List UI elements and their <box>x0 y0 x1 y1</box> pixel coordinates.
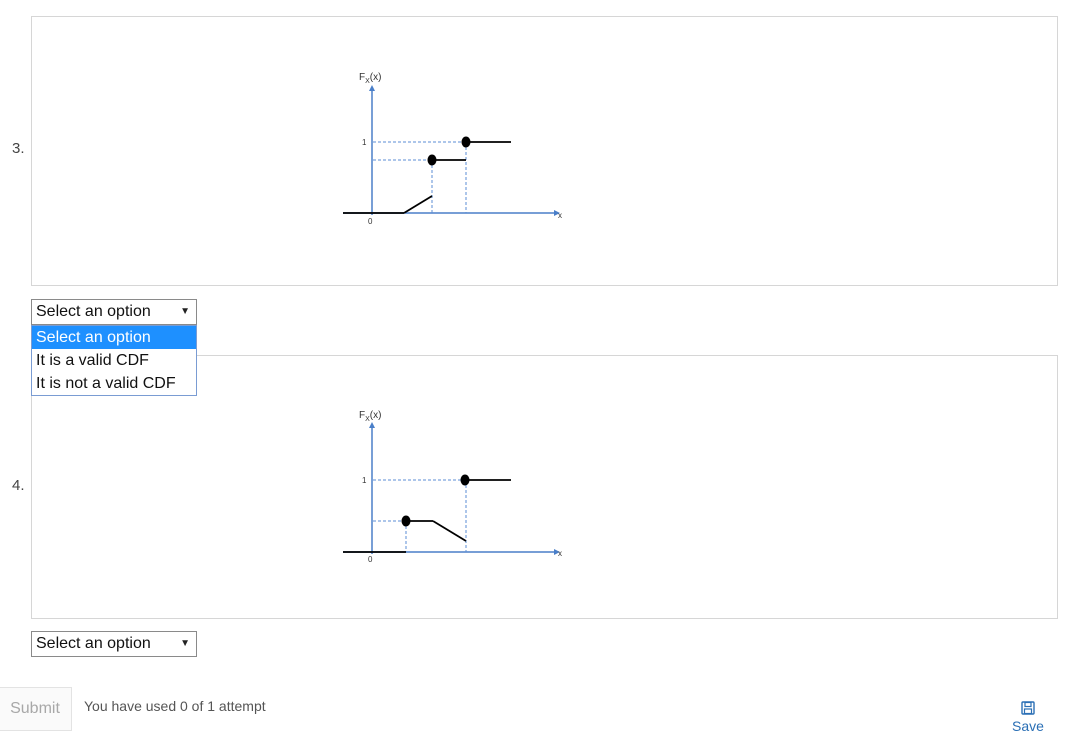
triangle-down-icon: ▼ <box>180 638 190 649</box>
save-button[interactable]: Save <box>1008 700 1048 734</box>
y-axis-arrow-icon <box>369 85 375 91</box>
answer-select-4[interactable]: Select an option ▼ <box>31 631 197 657</box>
cdf-point <box>461 136 471 148</box>
question-3-image: FX(x) 1 0 x <box>31 16 1058 286</box>
answer-dropdown-3[interactable]: Select an option It is a valid CDF It is… <box>31 325 197 396</box>
x-axis-arrow-icon <box>554 549 560 555</box>
dropdown-option[interactable]: It is not a valid CDF <box>36 375 176 392</box>
y-tick-one: 1 <box>362 138 367 147</box>
cdf-point <box>401 515 411 527</box>
cdf-graph-3: FX(x) 1 0 x <box>343 72 562 226</box>
floppy-disk-icon <box>1021 701 1035 715</box>
cdf-segment <box>403 195 433 214</box>
cdf-graph-4: FX(x) 1 0 x <box>343 410 562 564</box>
x-axis-label: x <box>558 211 562 220</box>
question-number: 4. <box>12 477 25 494</box>
cdf-segment <box>432 520 467 542</box>
select-value: Select an option <box>36 635 151 652</box>
select-value: Select an option <box>36 303 151 320</box>
y-axis-label: FX(x) <box>359 410 381 423</box>
y-axis-label: FX(x) <box>359 72 381 85</box>
y-axis-arrow-icon <box>369 422 375 428</box>
origin-label: 0 <box>368 217 373 226</box>
y-tick-one: 1 <box>362 476 367 485</box>
question-4-image: FX(x) 1 0 x <box>31 355 1058 619</box>
origin-label: 0 <box>368 555 373 564</box>
x-axis-arrow-icon <box>554 210 560 216</box>
triangle-down-icon: ▼ <box>180 306 190 317</box>
dropdown-option[interactable]: Select an option <box>32 326 196 349</box>
dropdown-option[interactable]: It is a valid CDF <box>36 352 149 369</box>
x-axis-label: x <box>558 549 562 558</box>
submit-button[interactable]: Submit <box>0 687 72 731</box>
attempts-text: You have used 0 of 1 attempt <box>84 698 266 714</box>
answer-select-3[interactable]: Select an option ▼ <box>31 299 197 325</box>
question-number: 3. <box>12 140 25 157</box>
save-label: Save <box>1012 718 1044 734</box>
cdf-point <box>427 154 437 166</box>
cdf-point <box>460 474 470 486</box>
